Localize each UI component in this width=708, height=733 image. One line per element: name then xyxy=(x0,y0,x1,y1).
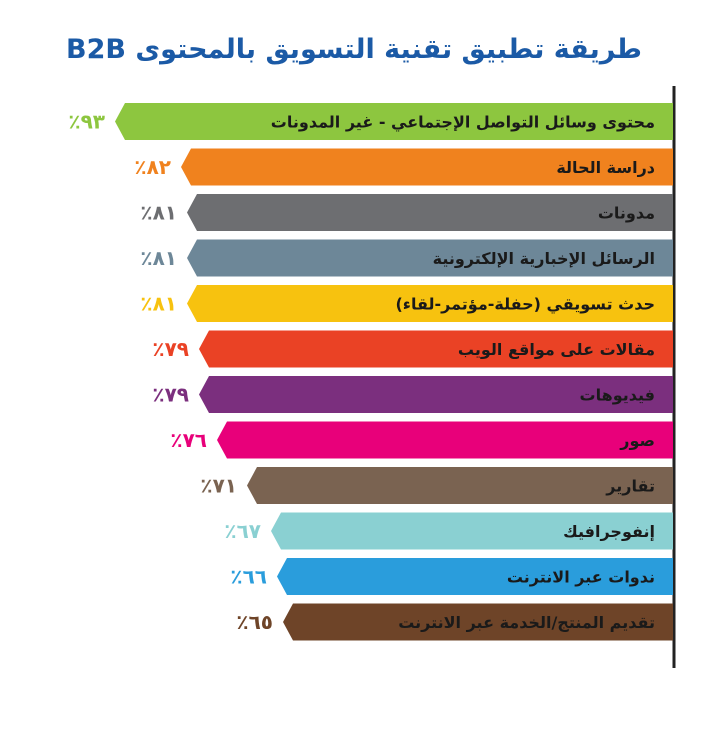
bar xyxy=(217,421,673,459)
value-label: ٪٧٩ xyxy=(152,337,189,361)
chart-title: طريقة تطبيق تقنية التسويق بالمحتوى B2B xyxy=(66,34,642,65)
value-label: ٪٧٩ xyxy=(152,383,189,407)
value-label: ٪٨١ xyxy=(140,201,177,225)
value-label: ٪٦٦ xyxy=(230,565,267,589)
category-label: مقالات على مواقع الويب xyxy=(458,340,655,359)
bar xyxy=(187,194,673,231)
bar xyxy=(199,376,673,413)
bar xyxy=(247,467,673,504)
value-label: ٪٦٥ xyxy=(236,610,273,634)
value-label: ٪٨١ xyxy=(140,246,177,270)
bar xyxy=(283,603,673,641)
bar xyxy=(187,239,673,277)
value-label: ٪٩٣ xyxy=(68,110,105,134)
category-label: دراسة الحالة xyxy=(556,158,655,177)
bar xyxy=(277,558,673,595)
category-label: ندوات عبر الانترنت xyxy=(507,568,655,587)
category-label: الرسائل الإخبارية الإلكترونية xyxy=(433,249,655,268)
value-label: ٪٨٢ xyxy=(134,155,171,179)
category-label: صور xyxy=(619,431,655,450)
bar xyxy=(181,148,673,186)
category-label: مدونات xyxy=(598,204,655,223)
value-label: ٪٧١ xyxy=(200,474,237,498)
category-label: محتوى وسائل التواصل الإجتماعي - غير المد… xyxy=(271,113,655,133)
value-label: ٪٨١ xyxy=(140,292,177,316)
category-label: فيديوهات xyxy=(580,386,655,405)
category-label: تقارير xyxy=(605,477,655,496)
bar xyxy=(115,103,673,140)
value-label: ٪٦٧ xyxy=(224,519,261,543)
value-label: ٪٧٦ xyxy=(170,428,207,452)
bar xyxy=(271,512,673,550)
bar xyxy=(199,330,673,368)
category-label: تقديم المنتج/الخدمة عبر الانترنت xyxy=(398,613,655,632)
category-label: حدث تسويقي (حفلة-مؤتمر-لقاء) xyxy=(395,295,655,315)
category-label: إنفوجرافيك xyxy=(563,522,655,541)
bar xyxy=(187,285,673,322)
